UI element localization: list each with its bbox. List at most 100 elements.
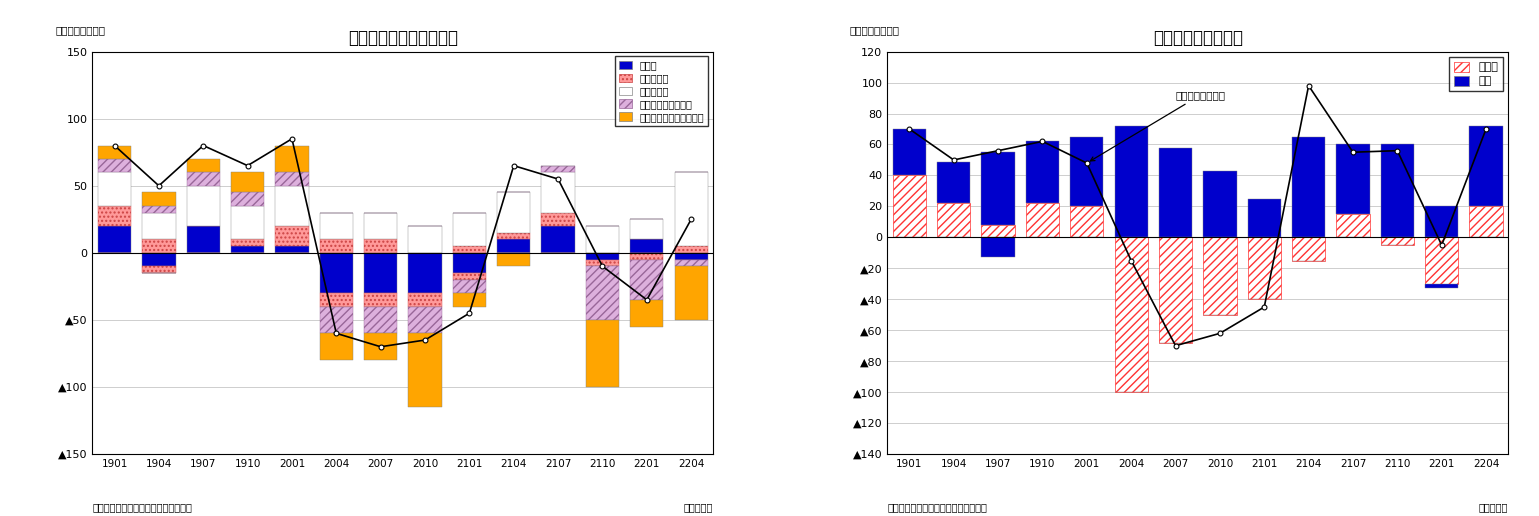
Bar [142,192,175,206]
Bar [1425,284,1459,288]
Bar [186,172,220,186]
Bar [586,320,619,387]
Bar [497,192,531,233]
Bar [231,239,265,246]
Bar [1027,141,1059,203]
Bar [98,146,131,159]
Bar [231,206,265,239]
Bar [674,246,708,253]
Bar [142,206,175,213]
Bar [186,159,220,172]
Bar [1425,206,1459,237]
Bar [542,166,574,172]
Bar [982,152,1014,225]
Bar [1248,199,1280,237]
Bar [231,172,265,192]
Bar [893,129,926,175]
Bar [408,226,442,253]
Bar [408,307,442,333]
Bar [142,213,175,239]
Bar [1203,171,1236,237]
Text: 役員を除く雇用者: 役員を除く雇用者 [1091,90,1225,161]
Bar [629,239,663,253]
Bar [142,253,175,266]
Bar [408,253,442,293]
Bar [497,253,531,266]
Bar [320,239,352,253]
Bar [982,225,1014,237]
Bar [1291,237,1325,261]
Bar [542,172,574,213]
Bar [275,172,309,186]
Bar [586,226,619,253]
Bar [629,300,663,327]
Bar [365,333,397,360]
Bar [1291,137,1325,237]
Text: （前年差、万人）: （前年差、万人） [850,25,900,36]
Bar [893,175,926,237]
Bar [1248,237,1280,299]
Bar [542,213,574,226]
Text: （年・月）: （年・月） [683,503,714,512]
Bar [586,253,619,260]
Bar [674,253,708,260]
Bar [365,239,397,253]
Bar [674,266,708,320]
Bar [629,253,663,260]
Bar [408,293,442,307]
Bar [275,246,309,253]
Bar [98,206,131,226]
Bar [142,266,175,273]
Bar [629,260,663,300]
Bar [275,146,309,172]
Title: 産業別・就業者数の推移: 産業別・就業者数の推移 [348,29,457,47]
Bar [674,260,708,266]
Bar [320,333,352,360]
Title: 雇用形態別雇用者数: 雇用形態別雇用者数 [1153,29,1242,47]
Legend: 非正規, 正規: 非正規, 正規 [1450,57,1502,91]
Bar [365,213,397,239]
Bar [1114,237,1148,392]
Bar [629,219,663,239]
Bar [320,253,352,293]
Bar [452,213,486,246]
Bar [497,233,531,239]
Legend: 製造業, 卸売・小売, 医療・福祉, 宿泊・飲食サービス, 生活関連サービス・娯楽: 製造業, 卸売・小売, 医療・福祉, 宿泊・飲食サービス, 生活関連サービス・娯… [614,56,708,126]
Bar [1425,237,1459,284]
Bar [186,186,220,226]
Bar [408,333,442,407]
Text: （年・月）: （年・月） [1479,503,1508,512]
Bar [98,159,131,172]
Bar [142,239,175,253]
Bar [1336,214,1370,237]
Bar [452,293,486,307]
Bar [452,273,486,280]
Text: （資料）総務省統計局「労働力調査」: （資料）総務省統計局「労働力調査」 [886,503,986,512]
Bar [586,260,619,266]
Bar [1027,203,1059,237]
Bar [1070,206,1103,237]
Bar [1380,144,1414,237]
Bar [497,239,531,253]
Bar [365,307,397,333]
Bar [586,266,619,320]
Bar [1203,237,1236,315]
Bar [1159,148,1193,237]
Bar [275,186,309,226]
Bar [982,237,1014,257]
Text: （前年差、万人）: （前年差、万人） [55,25,105,36]
Bar [1336,144,1370,214]
Bar [1159,237,1193,343]
Bar [674,172,708,246]
Bar [1070,137,1103,206]
Bar [320,293,352,307]
Bar [365,253,397,293]
Bar [1470,206,1502,237]
Bar [1380,237,1414,245]
Bar [1470,126,1502,206]
Bar [231,192,265,206]
Bar [542,226,574,253]
Bar [452,246,486,253]
Bar [320,213,352,239]
Bar [937,203,971,237]
